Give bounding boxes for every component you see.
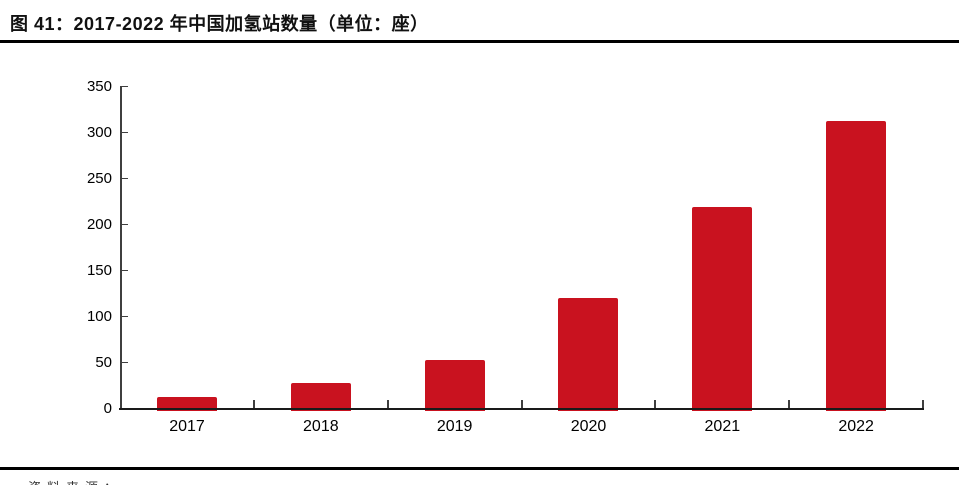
- y-tick-mark: [122, 86, 128, 87]
- y-tick-mark: [122, 316, 128, 317]
- bar-2022: [826, 120, 887, 411]
- x-category-label: 2019: [436, 418, 473, 435]
- x-category-label: 2020: [570, 418, 607, 435]
- bar-2018: [290, 383, 351, 411]
- y-tick-label: 150: [86, 262, 112, 279]
- x-axis-line: [119, 408, 924, 410]
- x-category-label: 2021: [704, 418, 741, 435]
- x-boundary-tick-mark: [252, 400, 255, 408]
- bar-2019: [424, 360, 485, 411]
- y-tick-mark: [122, 224, 128, 225]
- y-tick-label: 200: [86, 216, 112, 233]
- figure-title: 图 41：2017-2022 年中国加氢站数量（单位：座）: [10, 14, 429, 34]
- y-tick-label: 300: [86, 124, 112, 141]
- x-category-label: 2018: [303, 418, 339, 435]
- x-boundary-tick-mark: [922, 400, 924, 408]
- y-tick-label: 350: [86, 78, 112, 95]
- bottom-divider-rule: [0, 467, 959, 470]
- source-note-text: 资料来源：: [28, 477, 928, 485]
- x-boundary-tick-mark: [654, 400, 657, 408]
- x-boundary-tick-mark: [788, 400, 791, 408]
- x-category-label: 2017: [169, 418, 205, 435]
- y-tick-mark: [122, 178, 128, 179]
- y-tick-mark: [122, 270, 128, 271]
- x-boundary-tick-mark: [386, 400, 389, 408]
- x-boundary-tick-mark: [520, 400, 523, 408]
- bar-chart: 0 50 100 150 200 250 300 350 2017 2018 2019 2020 20…: [0, 52, 959, 452]
- y-tick-label: 50: [95, 354, 112, 371]
- bar-2021: [692, 206, 753, 411]
- bar-2017: [156, 396, 217, 411]
- bar-2020: [558, 297, 619, 411]
- y-axis-line: [120, 86, 122, 410]
- y-tick-label: 100: [86, 308, 112, 325]
- x-category-label: 2022: [838, 418, 874, 435]
- y-tick-mark: [122, 132, 128, 133]
- title-divider-rule: [0, 40, 959, 43]
- y-tick-label: 250: [86, 170, 112, 187]
- source-note-clipped: 资料来源：: [28, 477, 928, 485]
- y-tick-label: 0: [103, 400, 112, 417]
- y-tick-mark: [122, 362, 128, 363]
